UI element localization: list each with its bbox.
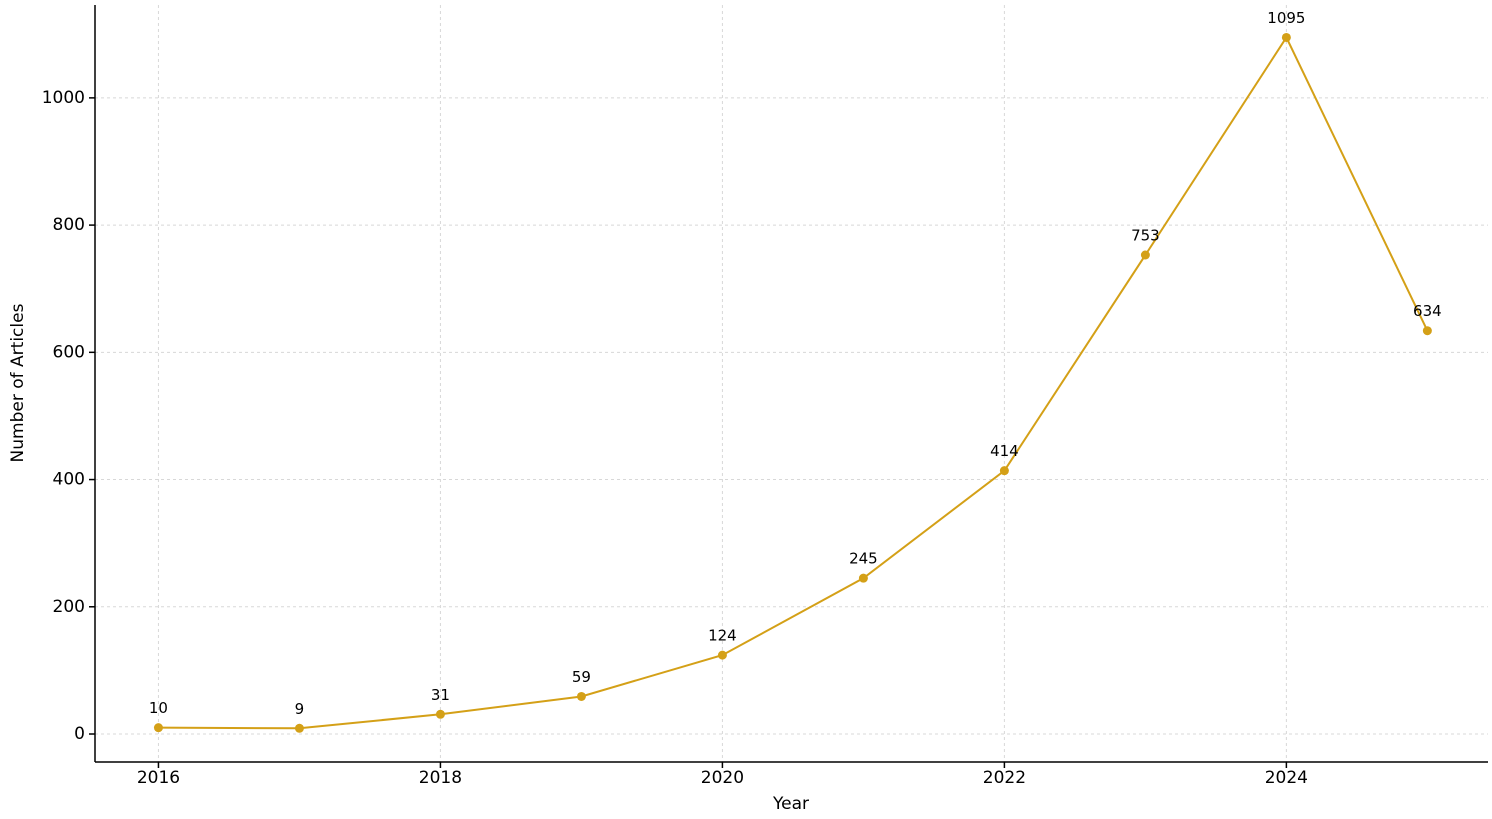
marker [153, 723, 163, 733]
y-tick-label: 600 [53, 342, 85, 362]
data-label: 10 [149, 699, 168, 717]
marker [435, 709, 445, 719]
marker [717, 650, 727, 660]
y-tick-label: 200 [53, 597, 85, 617]
line [158, 35, 1429, 730]
data-label: 634 [1413, 302, 1442, 320]
data-label: 753 [1131, 227, 1160, 245]
y-axis-label: Number of Articles [8, 303, 28, 462]
y-tick-label: 400 [53, 470, 85, 490]
data-label: 414 [990, 442, 1019, 460]
marker [999, 466, 1009, 476]
y-tick-label: 800 [53, 215, 85, 235]
data-label: 124 [708, 627, 737, 645]
x-tick-label: 2024 [1265, 768, 1308, 788]
y-tick-label: 1000 [42, 88, 85, 108]
x-tick-label: 2016 [137, 768, 180, 788]
x-tick-label: 2018 [419, 768, 462, 788]
x-axis-label: Year [772, 794, 809, 814]
data-label: 59 [572, 668, 591, 686]
marker [294, 723, 304, 733]
marker [1140, 250, 1150, 260]
marker [1281, 32, 1291, 42]
x-tick-label: 2022 [983, 768, 1026, 788]
marker [858, 573, 868, 583]
marker [576, 691, 586, 701]
data-label: 1095 [1267, 9, 1305, 27]
y-tick-label: 0 [74, 724, 85, 744]
data-label: 245 [849, 550, 878, 568]
data-label: 9 [295, 700, 305, 718]
data-label: 31 [431, 686, 450, 704]
x-tick-label: 2020 [701, 768, 744, 788]
marker [1422, 326, 1432, 336]
